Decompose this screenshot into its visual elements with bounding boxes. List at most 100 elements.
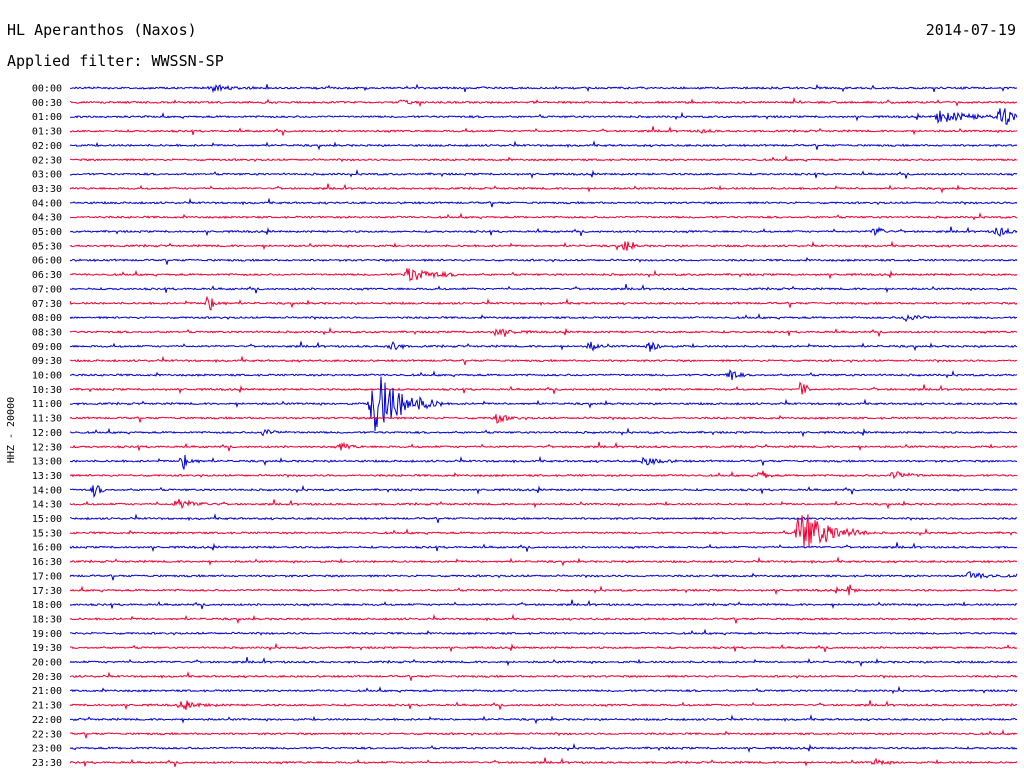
row-time-label: 03:30 bbox=[32, 184, 62, 195]
trace-line bbox=[69, 126, 1018, 136]
row-time-label: 05:30 bbox=[32, 241, 62, 252]
trace-line bbox=[69, 470, 1018, 480]
trace-line bbox=[69, 414, 1018, 424]
row-time-label: 23:30 bbox=[32, 758, 62, 769]
trace-line bbox=[69, 355, 1018, 366]
trace-line bbox=[69, 256, 1018, 265]
row-time-label: 22:00 bbox=[32, 715, 62, 726]
row-time-label: 14:00 bbox=[32, 485, 62, 496]
trace-line bbox=[69, 584, 1018, 596]
row-time-label: 00:00 bbox=[32, 84, 62, 95]
trace-line bbox=[69, 542, 1018, 553]
row-time-label: 18:00 bbox=[32, 600, 62, 611]
trace-line bbox=[69, 454, 1018, 470]
trace-line bbox=[69, 743, 1018, 754]
trace-line bbox=[69, 268, 1018, 282]
trace-line bbox=[69, 83, 1018, 94]
row-time-label: 11:00 bbox=[32, 399, 62, 410]
row-time-label: 01:00 bbox=[32, 112, 62, 123]
row-time-label: 20:00 bbox=[32, 658, 62, 669]
trace-line bbox=[69, 226, 1018, 237]
row-time-label: 03:00 bbox=[32, 170, 62, 181]
trace-line bbox=[69, 513, 1018, 524]
row-time-label: 13:30 bbox=[32, 471, 62, 482]
trace-line bbox=[69, 140, 1018, 151]
seismic-traces bbox=[69, 83, 1018, 767]
row-time-label: 15:00 bbox=[32, 514, 62, 525]
trace-line bbox=[69, 514, 1018, 548]
row-time-label: 11:30 bbox=[32, 414, 62, 425]
row-time-label: 05:00 bbox=[32, 227, 62, 238]
record-date: 2014-07-19 bbox=[925, 21, 1016, 39]
trace-line bbox=[69, 628, 1018, 636]
row-time-label: 02:30 bbox=[32, 155, 62, 166]
trace-line bbox=[69, 376, 1018, 432]
trace-line bbox=[69, 728, 1018, 739]
row-time-label: 16:30 bbox=[32, 557, 62, 568]
row-time-label: 21:00 bbox=[32, 686, 62, 697]
trace-line bbox=[69, 283, 1018, 294]
trace-line bbox=[69, 714, 1018, 725]
trace-line bbox=[69, 381, 1018, 395]
row-time-label: 02:00 bbox=[32, 141, 62, 152]
trace-line bbox=[69, 757, 1018, 767]
trace-line bbox=[69, 570, 1018, 581]
row-time-label: 09:30 bbox=[32, 356, 62, 367]
row-time-label: 16:00 bbox=[32, 543, 62, 554]
trace-line bbox=[69, 96, 1018, 108]
trace-line bbox=[69, 154, 1018, 163]
row-time-label: 19:30 bbox=[32, 643, 62, 654]
trace-line bbox=[69, 441, 1018, 452]
trace-line bbox=[69, 312, 1018, 323]
trace-line bbox=[69, 427, 1018, 438]
row-time-label: 20:30 bbox=[32, 672, 62, 683]
trace-line bbox=[69, 183, 1018, 194]
row-time-label: 12:30 bbox=[32, 442, 62, 453]
row-time-label: 10:30 bbox=[32, 385, 62, 396]
row-time-label: 17:00 bbox=[32, 571, 62, 582]
trace-line bbox=[69, 341, 1018, 352]
trace-line bbox=[69, 108, 1018, 125]
trace-line bbox=[69, 599, 1018, 610]
row-time-label: 10:00 bbox=[32, 371, 62, 382]
trace-line bbox=[69, 369, 1018, 381]
station-title: HL Aperanthos (Naxos) bbox=[7, 21, 197, 39]
row-time-label: 23:00 bbox=[32, 744, 62, 755]
row-time-label: 01:30 bbox=[32, 127, 62, 138]
row-time-label: 04:30 bbox=[32, 213, 62, 224]
row-time-label: 12:00 bbox=[32, 428, 62, 439]
row-time-label: 09:00 bbox=[32, 342, 62, 353]
row-time-label: 00:30 bbox=[32, 98, 62, 109]
row-time-label: 22:30 bbox=[32, 729, 62, 740]
row-time-label: 07:00 bbox=[32, 284, 62, 295]
row-time-label: 18:30 bbox=[32, 614, 62, 625]
trace-line bbox=[69, 685, 1018, 695]
trace-line bbox=[69, 295, 1018, 311]
trace-line bbox=[69, 197, 1018, 208]
row-time-label: 13:00 bbox=[32, 457, 62, 468]
row-time-label: 17:30 bbox=[32, 586, 62, 597]
trace-line bbox=[69, 169, 1018, 180]
row-time-label: 07:30 bbox=[32, 299, 62, 310]
time-labels: 00:00 00:30 01:00 01:30 02:00 02:30 03:00 03:30… bbox=[32, 84, 62, 769]
row-time-label: 06:30 bbox=[32, 270, 62, 281]
trace-line bbox=[69, 484, 1018, 499]
row-time-label: 21:30 bbox=[32, 701, 62, 712]
trace-line bbox=[69, 657, 1018, 668]
trace-line bbox=[69, 240, 1018, 251]
trace-line bbox=[69, 613, 1018, 625]
row-time-label: 08:30 bbox=[32, 327, 62, 338]
trace-line bbox=[69, 642, 1018, 653]
row-time-label: 08:00 bbox=[32, 313, 62, 324]
filter-label: Applied filter: WWSSN-SP bbox=[7, 52, 224, 70]
trace-line bbox=[69, 670, 1018, 681]
trace-line bbox=[69, 498, 1018, 510]
row-time-label: 15:30 bbox=[32, 528, 62, 539]
trace-line bbox=[69, 212, 1018, 221]
trace-line bbox=[69, 556, 1018, 567]
row-time-label: 14:30 bbox=[32, 500, 62, 511]
row-time-label: 04:00 bbox=[32, 198, 62, 209]
trace-line bbox=[69, 700, 1018, 711]
row-time-label: 19:00 bbox=[32, 629, 62, 640]
